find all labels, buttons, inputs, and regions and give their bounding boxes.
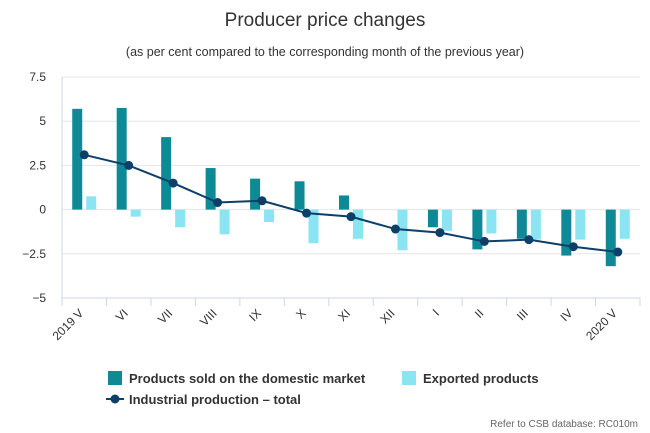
x-tick-label: 2020 V <box>583 306 620 343</box>
x-tick-label: II <box>472 306 487 321</box>
chart-subtitle: (as per cent compared to the correspondi… <box>126 45 524 59</box>
x-tick-label: 2019 V <box>50 306 87 343</box>
x-tick-label: XII <box>377 306 397 326</box>
y-tick-label: 5 <box>39 114 46 128</box>
line-point <box>479 236 489 246</box>
bar <box>530 209 541 240</box>
bar <box>294 181 305 210</box>
bar <box>161 137 172 210</box>
credit-text[interactable]: Refer to CSB database: RC010m <box>490 419 638 430</box>
y-tick-label: 2.5 <box>29 158 46 172</box>
line-point <box>124 160 134 170</box>
x-tick-label: IV <box>558 306 576 324</box>
y-tick-label: 0 <box>39 203 46 217</box>
legend: Products sold on the domestic market Expo… <box>106 371 539 407</box>
bar <box>427 209 438 228</box>
line-point <box>524 235 534 245</box>
y-axis: −5 −2.5 0 2.5 5 7.5 <box>22 70 46 305</box>
line-point <box>346 212 356 222</box>
bar <box>116 107 127 210</box>
x-tick-label: VIII <box>197 306 220 329</box>
line-point <box>613 247 623 257</box>
y-tick-label: −5 <box>32 291 46 305</box>
bar <box>219 209 230 235</box>
bar <box>86 196 97 210</box>
bar <box>72 108 83 210</box>
legend-swatch <box>108 371 122 385</box>
x-tick-label: IX <box>246 306 264 324</box>
bar <box>130 209 141 217</box>
bar <box>308 209 319 244</box>
line-point <box>390 224 400 234</box>
x-tick-label: XI <box>335 306 353 324</box>
line-point <box>168 178 178 188</box>
line-point <box>568 242 578 252</box>
line-point <box>257 196 267 206</box>
bar <box>619 209 630 239</box>
line-point <box>302 208 312 218</box>
x-tick-label: X <box>293 306 309 322</box>
line-series <box>79 150 623 257</box>
bar <box>441 209 452 231</box>
bar <box>486 209 497 234</box>
bar <box>205 168 216 210</box>
legend-marker <box>110 394 120 404</box>
bar <box>353 209 363 239</box>
legend-swatch <box>402 371 416 385</box>
bar <box>605 209 616 267</box>
y-tick-label: 7.5 <box>29 70 46 84</box>
line-point <box>435 228 445 238</box>
legend-label: Industrial production – total <box>129 392 301 407</box>
bar <box>264 209 275 222</box>
bar <box>339 195 349 210</box>
bar <box>561 209 572 256</box>
grid-lines <box>62 76 640 299</box>
bar <box>175 209 186 228</box>
line-point <box>79 150 89 160</box>
chart-title: Producer price changes <box>225 10 426 31</box>
legend-label: Products sold on the domestic market <box>129 371 366 386</box>
bar <box>575 209 586 240</box>
bar <box>516 209 527 239</box>
line-point <box>213 198 223 208</box>
legend-label: Exported products <box>423 371 539 386</box>
bar <box>250 178 261 210</box>
x-tick-label: VI <box>113 306 131 324</box>
x-tick-label: VII <box>155 306 175 326</box>
x-tick-label: III <box>514 306 531 323</box>
x-tick-label: I <box>430 306 442 318</box>
y-tick-label: −2.5 <box>22 247 46 261</box>
bar <box>472 209 483 250</box>
